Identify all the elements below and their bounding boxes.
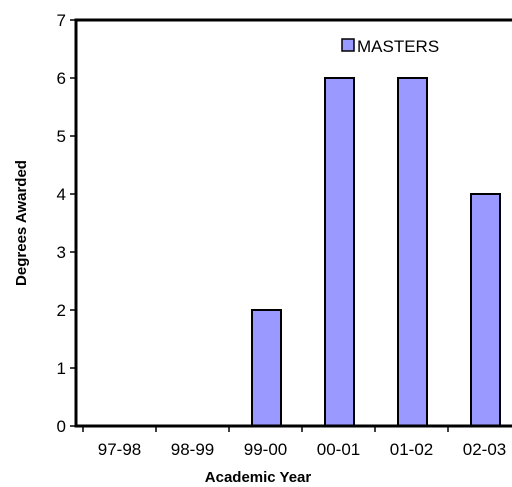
bars xyxy=(251,77,501,427)
bar-99-00 xyxy=(251,309,282,427)
y-tick-label: 6 xyxy=(57,69,66,88)
bar-01-02 xyxy=(397,77,428,427)
y-axis-ticks: 0 1 2 3 4 5 6 7 xyxy=(57,11,76,436)
legend-swatch xyxy=(341,38,355,52)
y-tick-label: 0 xyxy=(57,417,66,436)
y-tick-label: 4 xyxy=(57,185,66,204)
legend: MASTERS xyxy=(341,37,439,56)
y-tick-label: 1 xyxy=(57,359,66,378)
y-tick-label: 7 xyxy=(57,11,66,30)
y-tick-label: 3 xyxy=(57,243,66,262)
bar-00-01 xyxy=(324,77,355,427)
x-tick-label: 00-01 xyxy=(317,440,360,459)
legend-label: MASTERS xyxy=(357,37,439,56)
plot-frame xyxy=(74,18,512,428)
x-tick-label: 99-00 xyxy=(244,440,287,459)
x-tick-label: 01-02 xyxy=(390,440,433,459)
x-tick-label: 98-99 xyxy=(171,440,214,459)
y-axis-title: Degrees Awarded xyxy=(13,160,30,286)
x-tick-label: 02-03 xyxy=(463,440,506,459)
x-axis-ticks: 97-98 98-99 99-00 00-01 01-02 02-03 xyxy=(82,426,506,459)
x-tick-label: 97-98 xyxy=(98,440,141,459)
x-axis-title: Academic Year xyxy=(205,469,312,486)
bar-02-03 xyxy=(470,193,501,427)
y-tick-label: 2 xyxy=(57,301,66,320)
y-tick-label: 5 xyxy=(57,127,66,146)
